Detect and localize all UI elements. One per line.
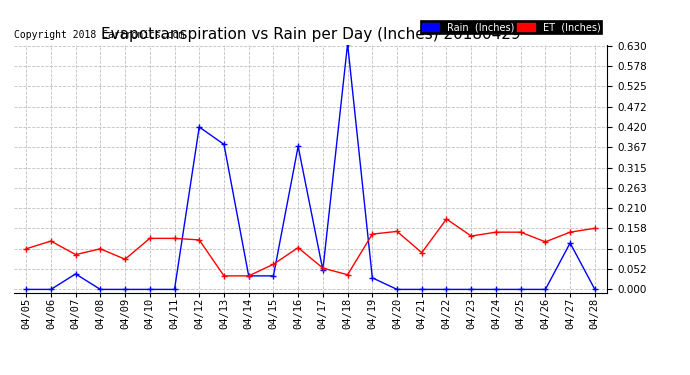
Title: Evapotranspiration vs Rain per Day (Inches) 20180429: Evapotranspiration vs Rain per Day (Inch… <box>101 27 520 42</box>
Legend: Rain  (Inches), ET  (Inches): Rain (Inches), ET (Inches) <box>420 20 602 34</box>
Text: Copyright 2018 Cartronics.com: Copyright 2018 Cartronics.com <box>14 30 184 40</box>
